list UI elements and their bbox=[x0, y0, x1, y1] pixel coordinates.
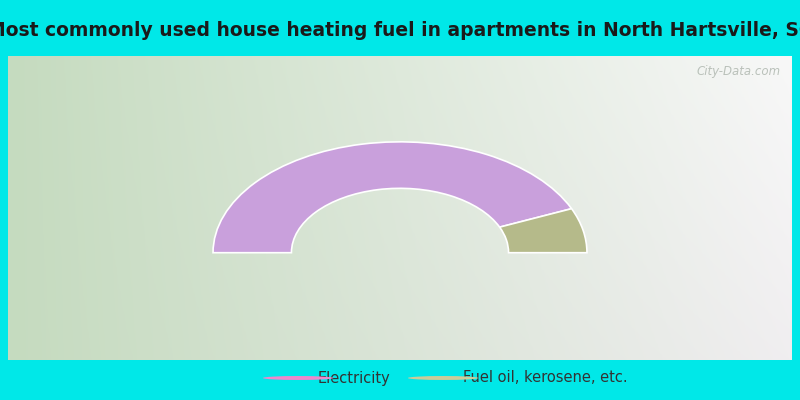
Text: Electricity: Electricity bbox=[318, 370, 390, 386]
Text: Most commonly used house heating fuel in apartments in North Hartsville, SC: Most commonly used house heating fuel in… bbox=[0, 20, 800, 40]
Wedge shape bbox=[213, 142, 571, 253]
Circle shape bbox=[408, 376, 478, 380]
Text: Fuel oil, kerosene, etc.: Fuel oil, kerosene, etc. bbox=[462, 370, 627, 386]
Wedge shape bbox=[500, 209, 587, 253]
Text: City-Data.com: City-Data.com bbox=[696, 65, 780, 78]
Circle shape bbox=[262, 376, 334, 380]
